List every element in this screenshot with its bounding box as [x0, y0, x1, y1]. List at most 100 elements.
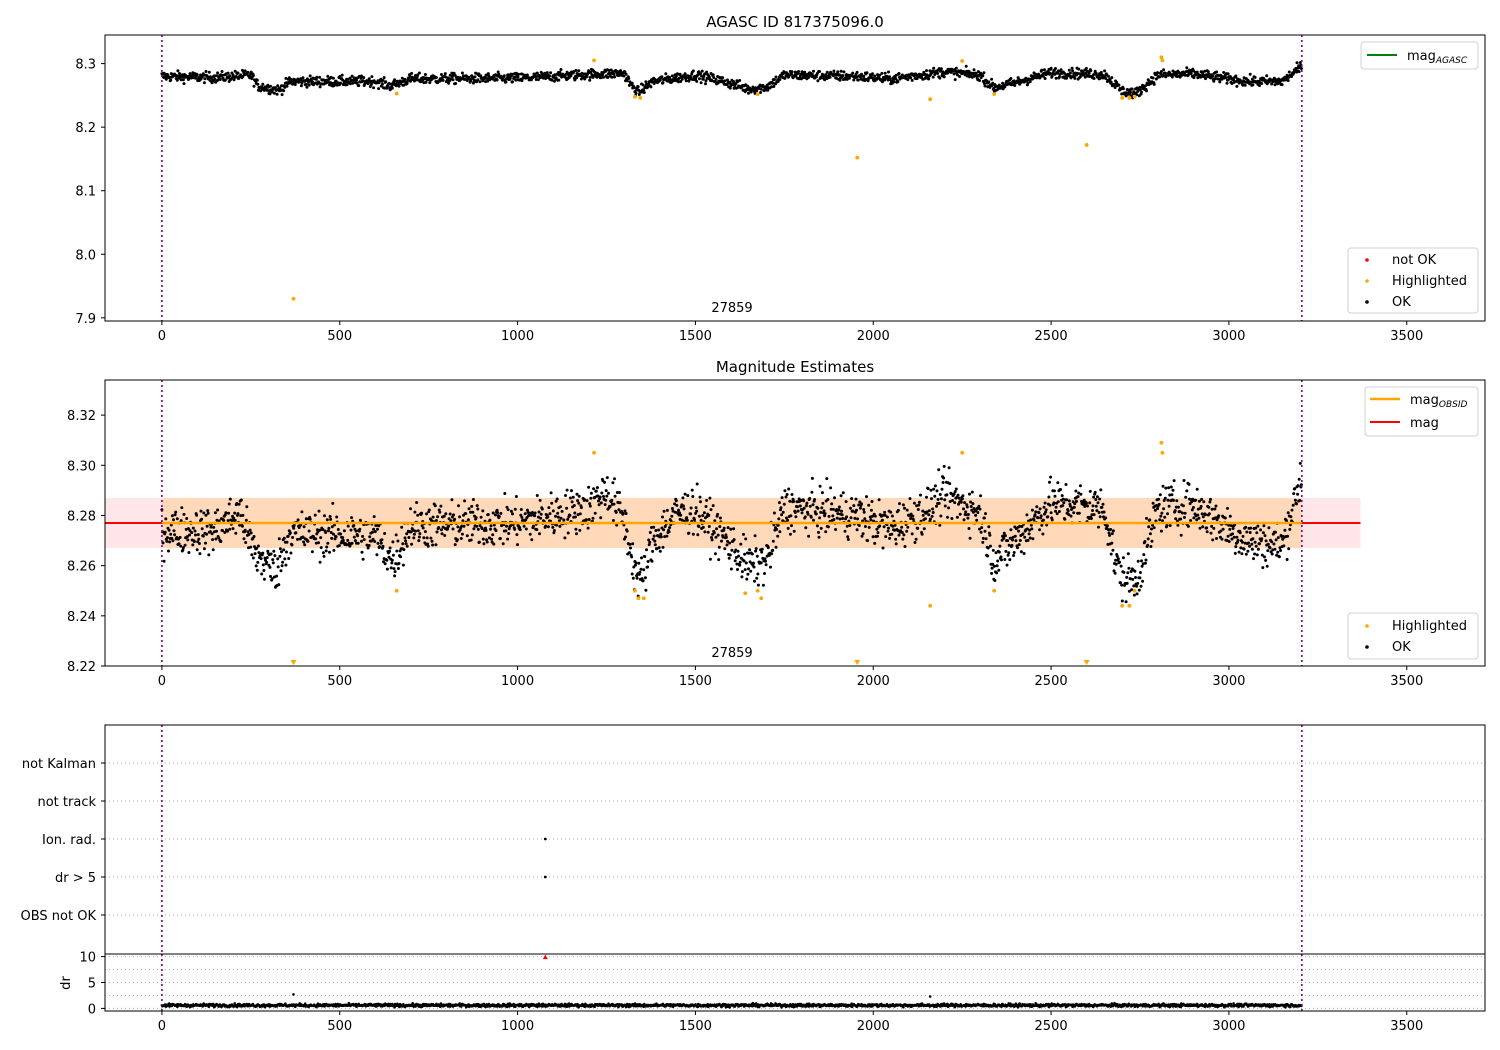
- flag-category-label: Ion. rad.: [42, 833, 96, 848]
- ok-point: [243, 69, 247, 73]
- ok-point: [528, 532, 532, 536]
- ok-point: [234, 531, 238, 535]
- ok-point: [831, 514, 835, 518]
- ok-point: [246, 70, 250, 74]
- ok-point: [894, 77, 898, 81]
- ok-point: [707, 525, 711, 528]
- ok-point: [574, 69, 578, 72]
- highlighted-point: [1120, 96, 1125, 100]
- ok-point: [416, 513, 420, 517]
- ok-point: [1162, 507, 1166, 511]
- ok-point: [880, 71, 884, 75]
- ok-point: [845, 515, 849, 519]
- ok-point: [1267, 526, 1271, 530]
- ok-point: [939, 497, 943, 501]
- ok-point: [617, 508, 621, 512]
- ok-point: [409, 507, 412, 511]
- ok-point: [441, 525, 445, 529]
- ok-point: [728, 541, 732, 545]
- ok-point: [748, 548, 752, 552]
- ok-point: [1077, 511, 1081, 515]
- ok-point: [1159, 70, 1163, 73]
- ok-point: [352, 523, 356, 527]
- ok-point: [338, 74, 342, 78]
- ok-point: [1241, 83, 1245, 87]
- ok-point: [738, 563, 742, 567]
- ok-point: [925, 495, 928, 499]
- highlighted-point: [855, 155, 860, 160]
- ok-point: [167, 549, 170, 553]
- ok-point: [742, 532, 745, 536]
- ok-point: [754, 547, 758, 551]
- ok-point: [968, 492, 971, 496]
- ok-point: [948, 500, 952, 503]
- ok-point: [873, 541, 877, 545]
- ok-point: [1140, 564, 1144, 568]
- ok-point: [325, 518, 329, 522]
- ok-point: [851, 71, 855, 75]
- x-tick-label: 1500: [679, 674, 712, 689]
- ok-point: [179, 519, 183, 523]
- ok-point: [1260, 82, 1264, 85]
- ok-point: [703, 530, 707, 534]
- ok-point: [643, 576, 647, 580]
- ok-point: [390, 558, 394, 562]
- ok-point: [760, 550, 764, 554]
- ok-point: [520, 515, 524, 519]
- flag-category-label: not track: [37, 795, 96, 810]
- ok-point: [969, 500, 973, 504]
- ok-point: [418, 532, 422, 536]
- ok-point: [1083, 504, 1087, 508]
- ok-point: [913, 541, 917, 544]
- ok-point: [1236, 538, 1240, 542]
- ok-point: [1298, 461, 1302, 465]
- ok-point: [1264, 539, 1268, 543]
- estimates-marker-legend: Highlighted OK: [1347, 612, 1479, 660]
- ok-point: [699, 81, 703, 85]
- ok-point: [702, 511, 706, 515]
- ok-point: [923, 517, 927, 521]
- ok-point: [976, 70, 980, 74]
- ok-point: [493, 513, 497, 517]
- ok-point: [982, 82, 986, 85]
- ok-point: [487, 536, 491, 540]
- ok-point: [1133, 569, 1137, 573]
- ok-point: [332, 84, 336, 88]
- ok-point: [385, 567, 389, 571]
- ok-point: [169, 532, 173, 536]
- ok-point: [1122, 570, 1126, 574]
- ok-point: [1180, 511, 1184, 515]
- agasc-axes: 0 500 1000 1500 2000 2500 3000 35007.98.08.18.2…: [75, 34, 1486, 344]
- ok-point: [1230, 537, 1234, 541]
- ok-point: [965, 503, 969, 507]
- ok-point: [244, 518, 248, 522]
- ok-point: [319, 546, 323, 550]
- ok-point: [867, 503, 871, 507]
- ok-point: [854, 497, 858, 501]
- ok-point: [391, 553, 395, 557]
- ok-point: [598, 495, 602, 499]
- ok-point: [1206, 70, 1210, 74]
- ok-point: [728, 553, 732, 557]
- ok-point: [211, 548, 215, 552]
- ok-point: [1168, 524, 1172, 527]
- ok-point: [814, 512, 818, 516]
- ok-point: [223, 78, 227, 82]
- ok-point: [831, 507, 835, 511]
- ok-point: [711, 504, 715, 508]
- ok-point: [329, 517, 333, 521]
- ok-point: [589, 70, 593, 74]
- ok-point: [444, 512, 448, 516]
- ok-point: [605, 476, 609, 480]
- ok-point: [535, 494, 539, 497]
- ok-point: [1222, 71, 1226, 74]
- ok-point: [216, 71, 220, 75]
- ok-point: [170, 536, 174, 540]
- ok-point: [600, 491, 604, 495]
- ok-point: [876, 534, 879, 538]
- ok-point: [873, 514, 877, 518]
- ok-point: [845, 77, 849, 81]
- ok-point: [1196, 513, 1200, 517]
- ok-point: [1191, 506, 1195, 509]
- ok-point: [538, 498, 542, 502]
